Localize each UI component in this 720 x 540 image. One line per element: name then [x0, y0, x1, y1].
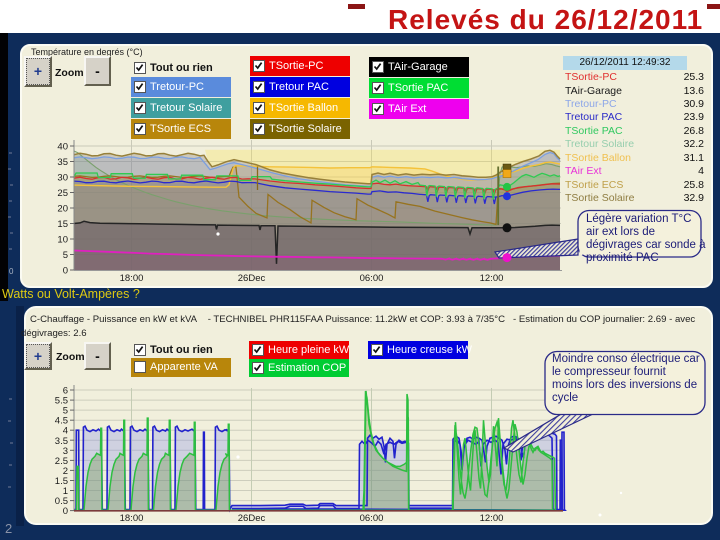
- svg-text:5: 5: [63, 250, 68, 261]
- svg-text:06:00: 06:00: [360, 273, 384, 284]
- svg-text:cycle: cycle: [552, 392, 578, 404]
- svg-text:Légère variation T°C: Légère variation T°C: [586, 213, 691, 225]
- svg-text:3.5: 3.5: [55, 436, 68, 447]
- svg-text:1.5: 1.5: [55, 476, 68, 487]
- svg-text:26Dec: 26Dec: [238, 513, 266, 524]
- svg-text:12:00: 12:00: [480, 273, 504, 284]
- svg-text:3: 3: [63, 446, 68, 457]
- svg-text:0: 0: [63, 266, 68, 277]
- svg-text:06:00: 06:00: [360, 513, 384, 524]
- svg-text:10: 10: [57, 235, 68, 246]
- svg-text:18:00: 18:00: [120, 513, 144, 524]
- svg-text:2: 2: [63, 466, 68, 477]
- svg-text:2.5: 2.5: [55, 456, 68, 467]
- svg-text:6: 6: [63, 386, 68, 397]
- svg-text:20: 20: [57, 204, 68, 215]
- svg-text:4.5: 4.5: [55, 416, 68, 427]
- svg-text:26Dec: 26Dec: [238, 273, 266, 284]
- svg-text:18:00: 18:00: [120, 273, 144, 284]
- svg-text:35: 35: [57, 157, 68, 168]
- svg-text:0: 0: [63, 506, 68, 517]
- svg-text:Moindre conso électrique car: Moindre conso électrique car: [552, 353, 700, 365]
- svg-text:40: 40: [57, 142, 68, 153]
- svg-text:proximité PAC: proximité PAC: [586, 252, 659, 264]
- svg-text:air ext lors de: air ext lors de: [586, 226, 655, 238]
- svg-text:25: 25: [57, 188, 68, 199]
- svg-text:30: 30: [57, 173, 68, 184]
- svg-text:dégivrages car sonde à: dégivrages car sonde à: [586, 239, 706, 251]
- svg-text:12:00: 12:00: [480, 513, 504, 524]
- svg-text:5.5: 5.5: [55, 396, 68, 407]
- svg-text:1: 1: [63, 486, 68, 497]
- svg-text:moins lors des inversions de: moins lors des inversions de: [552, 379, 697, 391]
- svg-text:5: 5: [63, 406, 68, 417]
- svg-text:4: 4: [63, 426, 68, 437]
- svg-text:le compresseur fournit: le compresseur fournit: [552, 366, 667, 378]
- svg-text:15: 15: [57, 219, 68, 230]
- svg-text:0.5: 0.5: [55, 496, 68, 507]
